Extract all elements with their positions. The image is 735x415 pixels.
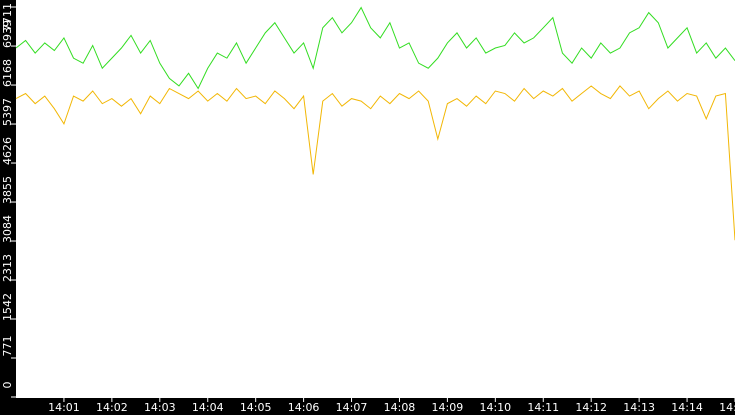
y-tick-label: 3855 [1,176,14,204]
y-tick-label: 1542 [1,293,14,321]
plot-area [16,0,735,398]
x-tick-label: 14:15 [719,401,735,414]
y-tick-label: 6168 [1,59,14,87]
x-tick-label: 14:08 [384,401,416,414]
x-tick-label: 14:07 [336,401,368,414]
y-tick-label: 7711 [1,3,14,31]
y-tick-label: 3084 [1,215,14,243]
x-tick-label: 14:06 [288,401,320,414]
y-tick-label: 4626 [1,137,14,165]
y-tick-label: 2313 [1,254,14,282]
x-tick-label: 14:01 [48,401,80,414]
x-tick-label: 14:13 [623,401,655,414]
x-tick-label: 14:09 [432,401,464,414]
x-tick-label: 14:12 [575,401,607,414]
y-tick-label: 0 [1,382,14,389]
y-tick-label: 771 [1,336,14,357]
series-line [15,85,735,241]
x-tick-label: 14:03 [144,401,176,414]
x-tick-label: 14:10 [479,401,511,414]
x-tick-label: 14:14 [671,401,703,414]
y-tick-label: 5397 [1,98,14,126]
series-line [15,6,735,90]
x-tick-label: 14:04 [192,401,224,414]
y-tick-label: 6939 [1,20,14,48]
x-tick-label: 14:11 [527,401,559,414]
x-tick-label: 14:02 [96,401,128,414]
x-tick-label: 14:05 [240,401,272,414]
